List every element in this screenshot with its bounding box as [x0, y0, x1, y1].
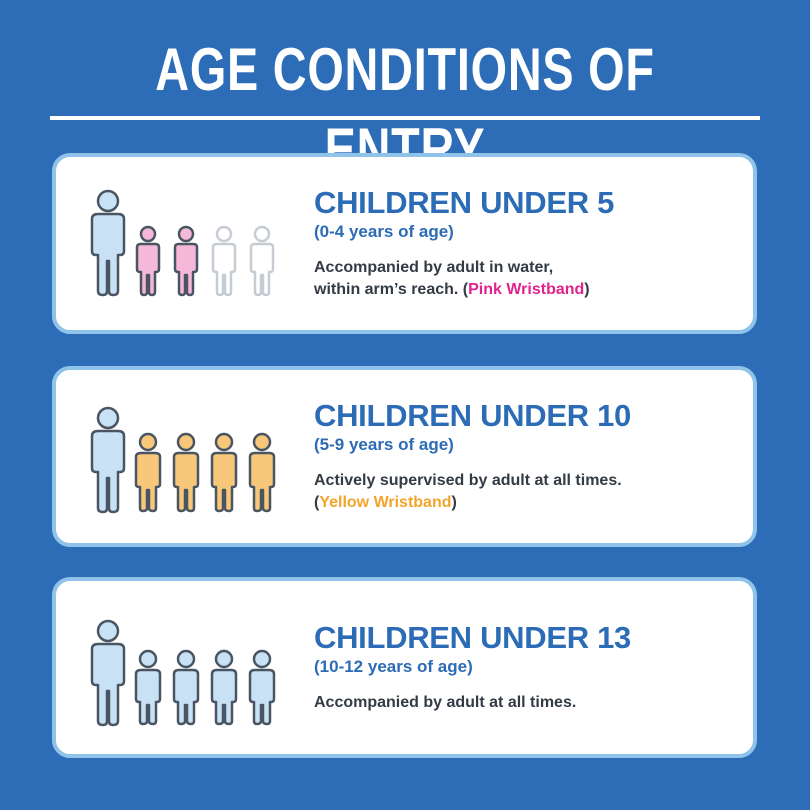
card-under-13: CHILDREN UNDER 13 (10-12 years of age) A… [52, 577, 757, 758]
card-subtitle: (5-9 years of age) [314, 435, 454, 454]
page-title: AGE CONDITIONS OF ENTRY [155, 36, 655, 183]
description-line-1: Actively supervised by adult at all time… [314, 472, 622, 489]
card-subtitle: (0-4 years of age) [314, 222, 454, 241]
card-title: CHILDREN UNDER 10 [314, 398, 631, 433]
child-icon-yellow [134, 432, 162, 513]
people-icons-group [90, 189, 275, 297]
card-title: CHILDREN UNDER 5 [314, 185, 615, 220]
wristband-label: Pink Wristband [468, 281, 585, 298]
child-icon-pink [135, 225, 161, 297]
child-icon-yellow [210, 432, 238, 513]
child-icon-blue [248, 649, 276, 726]
adult-icon [90, 619, 126, 727]
description-suffix: ) [451, 494, 457, 511]
card-under-5: CHILDREN UNDER 5 (0-4 years of age) Acco… [52, 153, 757, 334]
child-icon-blue [134, 649, 162, 726]
description-line-1: Accompanied by adult at all times. [314, 694, 577, 711]
child-icon-blue [210, 649, 238, 726]
child-icon-yellow [172, 432, 200, 513]
people-icons-group [90, 619, 276, 727]
adult-icon [90, 189, 126, 297]
child-icon-pink [173, 225, 199, 297]
card-under-10: CHILDREN UNDER 10 (5-9 years of age) Act… [52, 366, 757, 547]
card-title: CHILDREN UNDER 13 [314, 620, 631, 655]
child-icon-blue [172, 649, 200, 726]
child-icon-faded [249, 225, 275, 297]
adult-icon [90, 406, 126, 514]
title-underline [50, 116, 760, 120]
card-description: Accompanied by adult at all times. [314, 692, 743, 714]
child-icon-faded [211, 225, 237, 297]
people-icons-group [90, 406, 276, 514]
description-line-1: Accompanied by adult in water, [314, 259, 554, 276]
description-line-2: within arm’s reach. ( [314, 281, 469, 298]
card-description: Accompanied by adult in water, within ar… [314, 257, 743, 301]
card-description: Actively supervised by adult at all time… [314, 470, 743, 514]
description-line-2: ( [314, 494, 320, 511]
card-subtitle: (10-12 years of age) [314, 657, 473, 676]
child-icon-yellow [248, 432, 276, 513]
wristband-label: Yellow Wristband [319, 494, 452, 511]
description-suffix: ) [584, 281, 590, 298]
